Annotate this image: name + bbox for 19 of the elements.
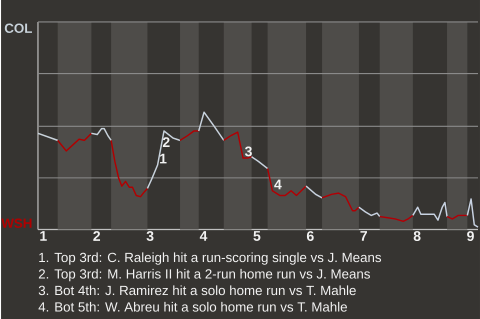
text: WSH [1, 218, 32, 228]
text: 4. Bot 5th: W. Abreu hit a solo home run vs T. Mahle [38, 302, 347, 312]
x-tick-label: 5 [253, 230, 260, 241]
text: COL [4, 23, 32, 33]
x-tick-label: 7 [360, 230, 367, 241]
text: 3. Bot 4th: J. Ramirez hit a solo home run vs T. Mahle [38, 285, 356, 295]
x-tick-label: 3 [146, 230, 154, 241]
x-tick-label: 8 [414, 230, 421, 241]
x-tick-label: 9 [467, 230, 474, 241]
annotation: 2 [162, 137, 170, 147]
text: 2. Top 3rd: M. Harris II hit a 2-run home run vs J. Means [38, 268, 370, 282]
annotation: 1 [160, 154, 167, 164]
annotation: 3 [244, 146, 252, 156]
x-tick-label: 1 [40, 230, 47, 241]
x-tick-label: 6 [306, 230, 314, 241]
text: 1. Top 3rd: C. Raleigh hit a run-scoring single vs J. Means [39, 252, 382, 265]
x-tick-label: 4 [200, 230, 208, 241]
x-tick-label: 2 [93, 230, 100, 241]
annotation: 4 [274, 179, 282, 190]
